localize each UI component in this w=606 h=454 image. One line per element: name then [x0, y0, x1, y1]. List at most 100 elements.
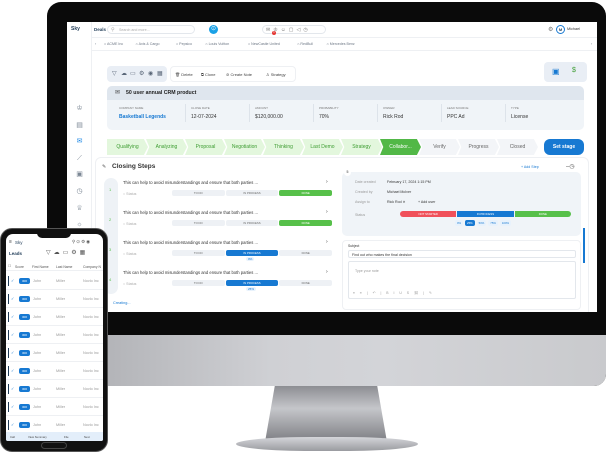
clone-button[interactable]: ⧉ Clone — [201, 72, 216, 77]
settings-icon[interactable]: ⚙ — [139, 71, 145, 77]
progress-option[interactable]: 25% — [465, 220, 475, 226]
tab-item[interactable]: ⌂ Louis Vuitton — [205, 42, 230, 46]
view-summary-button[interactable]: View Summary — [28, 435, 47, 439]
camera-icon[interactable]: ◉ — [148, 71, 154, 77]
tabs-next-icon[interactable]: › — [591, 42, 593, 46]
phone-toolbar-icons[interactable]: ▽☁▭⚙▦ — [46, 250, 89, 256]
collapse-icon[interactable]: –◷ — [566, 164, 575, 170]
next-button[interactable]: Next — [84, 435, 90, 439]
handshake-icon[interactable]: ✉ — [266, 27, 274, 33]
status-option[interactable]: IN PROCESS — [225, 250, 279, 256]
call-button[interactable]: Call — [10, 435, 15, 439]
lead-row[interactable]: ✓ 300 John Miller Novlo Inc — [6, 398, 103, 416]
stage-progress[interactable]: Progress — [458, 139, 499, 155]
progress-option[interactable]: 0% — [455, 220, 464, 226]
progress-option[interactable]: 100% — [499, 220, 512, 226]
check-icon[interactable]: ✓ — [11, 387, 15, 391]
subject-input[interactable]: Find out who makes the final decision — [348, 250, 576, 258]
check-icon[interactable]: ✓ — [11, 369, 15, 373]
stage-strategy[interactable]: Strategy — [341, 139, 382, 155]
step-text[interactable]: This can help to avoid misunderstandings… — [123, 180, 259, 185]
status-option[interactable]: IN PROCESS — [225, 280, 279, 286]
chart-icon[interactable]: ⟋ — [77, 154, 82, 162]
field-value[interactable]: Basketball Legends — [119, 114, 166, 120]
scrollbar[interactable] — [583, 228, 585, 263]
home-button[interactable] — [41, 442, 67, 449]
stage-collabor[interactable]: Collabor... — [380, 139, 421, 155]
check-icon[interactable]: ✓ — [11, 279, 15, 283]
step-text[interactable]: This can help to avoid misunderstandings… — [123, 240, 259, 245]
chevron-right-icon[interactable]: › — [326, 269, 328, 275]
phone-header-icons[interactable]: ⚲⊙⚙◉ — [72, 239, 92, 244]
status-option[interactable]: TO DO — [172, 190, 225, 196]
stage-negotiation[interactable]: Negotiation — [224, 139, 265, 155]
deals-icon[interactable]: ♔ — [76, 105, 83, 112]
stage-closed[interactable]: Closed — [497, 139, 538, 155]
chevron-right-icon[interactable]: › — [326, 179, 328, 185]
chevron-right-icon[interactable]: › — [326, 209, 328, 215]
tabs-prev-icon[interactable]: ‹ — [95, 42, 97, 46]
status-option[interactable]: TO DO — [172, 220, 225, 226]
add-step-button[interactable]: + Add Step — [521, 165, 539, 169]
progress-option[interactable]: 50% — [476, 220, 487, 226]
tab-item[interactable]: ⌂ Axis & Cargo — [135, 42, 160, 46]
megaphone-icon[interactable]: ◁ — [296, 27, 304, 33]
quick-action-button[interactable]: ⊙ — [209, 25, 218, 34]
menu-icon[interactable]: ≡ — [9, 239, 12, 245]
step-status-bar[interactable]: TO DO IN PROCESS DONE — [172, 280, 333, 286]
inbox-icon[interactable]: ▭ — [130, 71, 136, 77]
status-option[interactable]: DONE — [279, 280, 333, 286]
stage-proposal[interactable]: Proposal — [185, 139, 226, 155]
tab-item[interactable]: ⌂ ACME Inc — [104, 42, 124, 46]
user-name[interactable]: Michael — [567, 27, 581, 31]
stage-analyzing[interactable]: Analyzing — [146, 139, 187, 155]
check-icon[interactable]: ✓ — [11, 297, 15, 301]
step-status-bar[interactable]: TO DO IN PROCESS DONE — [172, 190, 333, 196]
select-all-checkbox[interactable]: ☐ — [8, 264, 12, 268]
status-option[interactable]: TO DO — [172, 250, 225, 256]
notification-icons[interactable]: ✉♔☺▢◁◷ 1 — [262, 25, 326, 35]
handshake-icon[interactable]: ✉ — [76, 138, 83, 146]
filter-icon[interactable]: ▽ — [112, 71, 117, 77]
clock-icon[interactable]: ◷ — [76, 188, 83, 195]
step-status-bar[interactable]: TO DO IN PROCESS DONE — [172, 220, 333, 226]
status-option[interactable]: IN PROCESS — [225, 220, 279, 226]
tab-item[interactable]: ⌂ Pepsico — [176, 42, 192, 46]
check-icon[interactable]: ✓ — [11, 351, 15, 355]
cloud-icon[interactable]: ☁ — [121, 71, 127, 77]
step-text[interactable]: This can help to avoid misunderstandings… — [123, 210, 259, 215]
chevron-right-icon[interactable]: › — [326, 239, 328, 245]
bulb-icon[interactable]: ☼ — [76, 221, 83, 229]
step-status-bar[interactable]: TO DO IN PROCESS DONE — [172, 250, 333, 256]
status-option[interactable]: TO DO — [172, 280, 225, 286]
status-option[interactable]: DONE — [279, 250, 333, 256]
create-note-button[interactable]: ⊘ Create Note — [226, 72, 253, 77]
status-option[interactable]: DONE — [279, 220, 333, 226]
search-input[interactable]: ⚲ Search and more... — [107, 25, 195, 34]
remove-assignee-icon[interactable]: ✕ — [402, 200, 406, 204]
trophy-icon[interactable]: ♕ — [76, 204, 83, 212]
gear-icon[interactable]: ⚙ — [548, 27, 554, 33]
clock-icon[interactable]: ◷ — [303, 27, 311, 33]
formatting-toolbar[interactable]: ≡ ≡ | ↶ | B I U S ⛓ | ✎ — [353, 291, 434, 295]
check-icon[interactable]: ✓ — [11, 333, 15, 337]
assignee-chip[interactable]: Rick Rod ✕ — [387, 200, 406, 204]
strategy-button[interactable]: ♙ Strategy — [266, 72, 286, 77]
progress-option[interactable]: 75% — [488, 220, 498, 226]
grid-icon[interactable]: ▦ — [157, 71, 163, 77]
document-search-icon[interactable]: ▣ — [552, 67, 560, 76]
avatar[interactable]: M — [556, 25, 565, 34]
lead-row[interactable]: ✓ 300 John Miller Novlo Inc — [6, 380, 103, 398]
deals-icon[interactable]: ♔ — [273, 27, 281, 33]
delete-button[interactable]: 🗑 Delete — [175, 72, 193, 77]
tab-item[interactable]: ⌂ RedBull — [297, 42, 313, 46]
tab-item[interactable]: ⌂ NewCastle United — [248, 42, 280, 46]
file-button[interactable]: File — [64, 435, 69, 439]
stage-thinking[interactable]: Thinking — [263, 139, 304, 155]
documents-icon[interactable]: ▤ — [76, 121, 83, 129]
check-icon[interactable]: ✓ — [11, 405, 15, 409]
tab-item[interactable]: ⌂ Mercedes Benz — [326, 42, 355, 46]
lead-row[interactable]: ✓ 300 John Miller Novlo Inc — [6, 344, 103, 362]
lead-row[interactable]: ✓ 300 John Miller Novlo Inc — [6, 290, 103, 308]
detail-status-bar[interactable]: NOT STARTED IN PROCESS DONE — [400, 211, 571, 217]
